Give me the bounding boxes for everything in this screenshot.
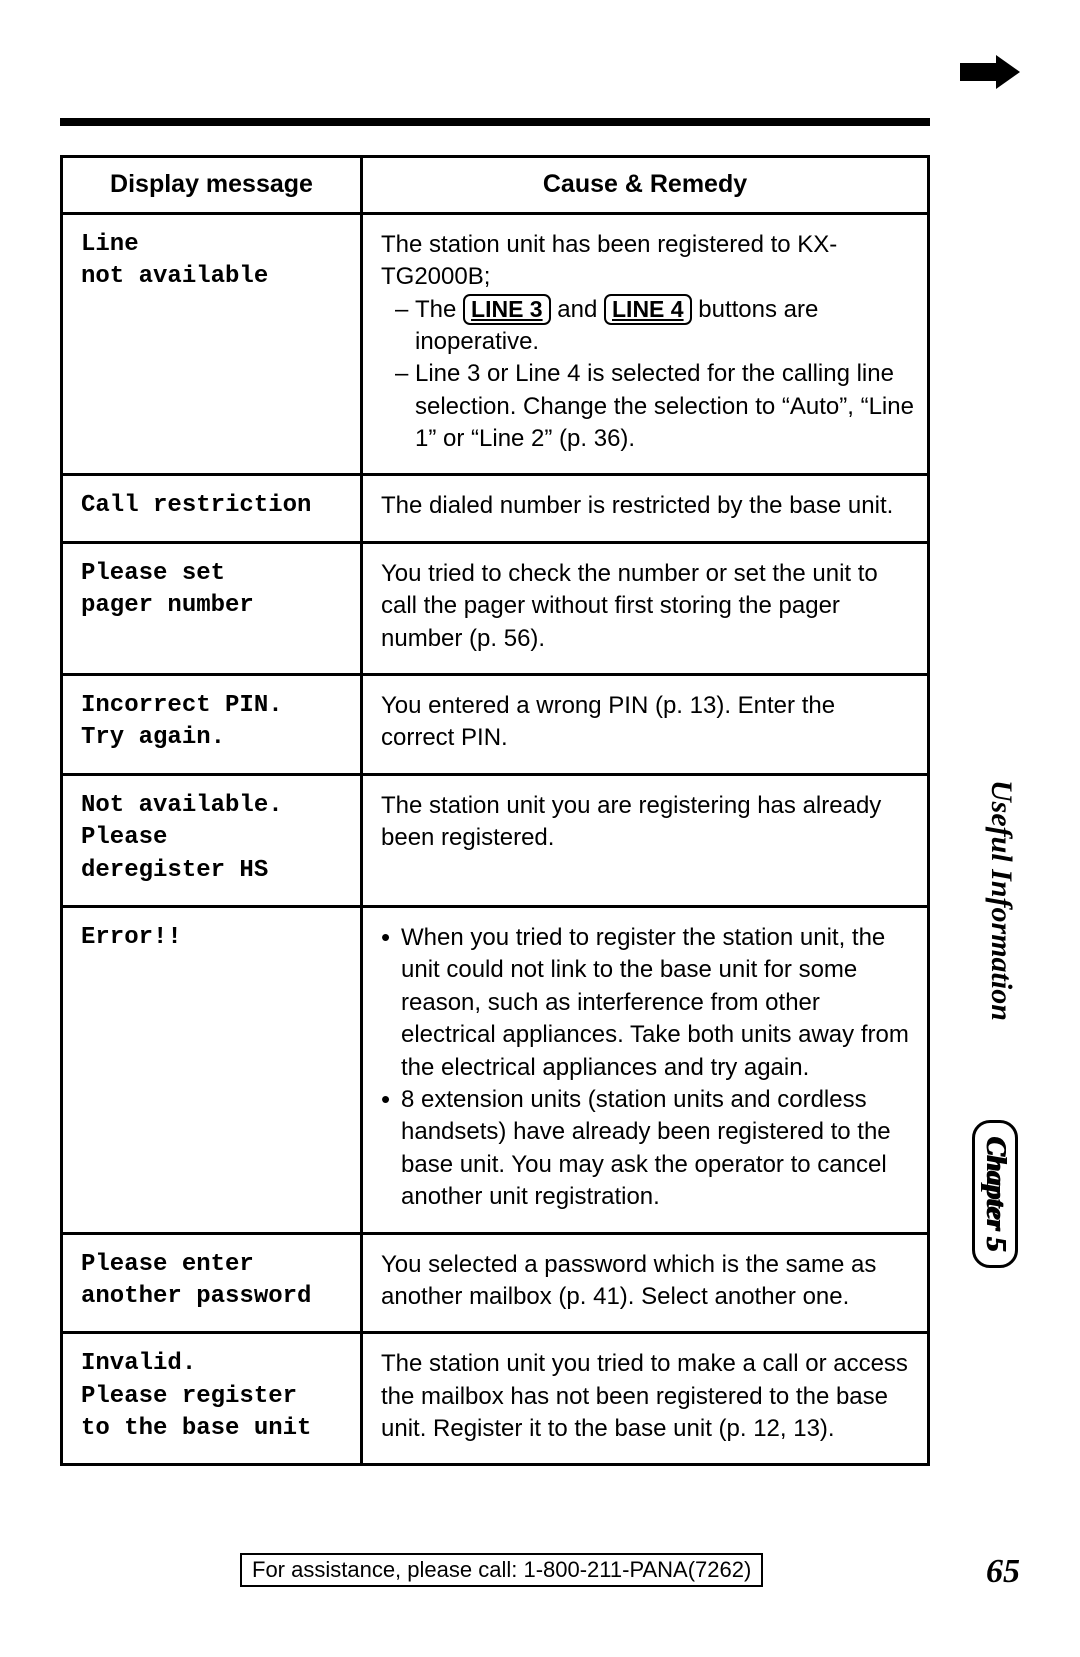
remedy-text: The station unit you are registering has… bbox=[381, 792, 881, 851]
table-row: Not available. Please deregister HS The … bbox=[62, 774, 929, 906]
display-message: Incorrect PIN. Try again. bbox=[62, 675, 362, 775]
remedy-dash-item: – Line 3 or Line 4 is selected for the c… bbox=[395, 358, 915, 455]
table-row: Error!! • When you tried to register the… bbox=[62, 907, 929, 1234]
remedy-bullet-item: • 8 extension units (station units and c… bbox=[381, 1084, 915, 1214]
troubleshooting-table: Display message Cause & Remedy Line not … bbox=[60, 155, 930, 1466]
remedy-text: The station unit has been registered to … bbox=[381, 229, 915, 294]
table-row: Incorrect PIN. Try again. You entered a … bbox=[62, 675, 929, 775]
remedy-text: You selected a password which is the sam… bbox=[381, 1251, 876, 1310]
table-row: Please set pager number You tried to che… bbox=[62, 542, 929, 674]
remedy-text: The station unit you tried to make a cal… bbox=[381, 1350, 908, 1442]
assistance-phone-box: For assistance, please call: 1-800-211-P… bbox=[240, 1553, 763, 1587]
remedy-dash-item: – The LINE 3 and LINE 4 buttons are inop… bbox=[395, 294, 915, 359]
remedy-text: The bbox=[415, 296, 463, 323]
remedy-text: Line 3 or Line 4 is selected for the cal… bbox=[415, 358, 915, 455]
bullet-icon: • bbox=[381, 1084, 401, 1214]
remedy-dash-list: – The LINE 3 and LINE 4 buttons are inop… bbox=[381, 294, 915, 456]
col-header-display: Display message bbox=[62, 157, 362, 214]
remedy-text: When you tried to register the station u… bbox=[401, 922, 915, 1084]
line3-button-label: LINE 3 bbox=[463, 294, 551, 326]
table-row: Call restriction The dialed number is re… bbox=[62, 475, 929, 542]
bullet-icon: • bbox=[381, 922, 401, 1084]
remedy-cell: The station unit you are registering has… bbox=[362, 774, 929, 906]
remedy-cell: The dialed number is restricted by the b… bbox=[362, 475, 929, 542]
dash-icon: – bbox=[395, 294, 415, 359]
remedy-text: You tried to check the number or set the… bbox=[381, 560, 878, 652]
display-message: Call restriction bbox=[62, 475, 362, 542]
chapter-tab: Chapter 5 bbox=[972, 1120, 1018, 1268]
display-message: Please set pager number bbox=[62, 542, 362, 674]
table-row: Invalid. Please register to the base uni… bbox=[62, 1333, 929, 1465]
manual-page: Display message Cause & Remedy Line not … bbox=[0, 0, 1080, 1657]
remedy-text: and bbox=[551, 296, 604, 323]
remedy-cell: • When you tried to register the station… bbox=[362, 907, 929, 1234]
continue-arrow-icon bbox=[960, 55, 1020, 89]
display-message: Line not available bbox=[62, 213, 362, 475]
remedy-cell: You entered a wrong PIN (p. 13). Enter t… bbox=[362, 675, 929, 775]
page-number: 65 bbox=[986, 1553, 1020, 1591]
remedy-cell: The station unit has been registered to … bbox=[362, 213, 929, 475]
section-tab-useful-information: Useful Information bbox=[984, 780, 1018, 1021]
remedy-text: The dialed number is restricted by the b… bbox=[381, 492, 893, 519]
display-message: Not available. Please deregister HS bbox=[62, 774, 362, 906]
remedy-cell: The station unit you tried to make a cal… bbox=[362, 1333, 929, 1465]
table-row: Line not available The station unit has … bbox=[62, 213, 929, 475]
remedy-line: The LINE 3 and LINE 4 buttons are inoper… bbox=[415, 294, 915, 359]
remedy-bullet-item: • When you tried to register the station… bbox=[381, 922, 915, 1084]
top-rule bbox=[60, 118, 930, 126]
remedy-cell: You tried to check the number or set the… bbox=[362, 542, 929, 674]
display-message: Error!! bbox=[62, 907, 362, 1234]
troubleshooting-table-wrap: Display message Cause & Remedy Line not … bbox=[60, 155, 930, 1466]
col-header-remedy: Cause & Remedy bbox=[362, 157, 929, 214]
remedy-cell: You selected a password which is the sam… bbox=[362, 1233, 929, 1333]
line4-button-label: LINE 4 bbox=[604, 294, 692, 326]
remedy-text: 8 extension units (station units and cor… bbox=[401, 1084, 915, 1214]
table-row: Please enter another password You select… bbox=[62, 1233, 929, 1333]
dash-icon: – bbox=[395, 358, 415, 455]
display-message: Please enter another password bbox=[62, 1233, 362, 1333]
page-footer: For assistance, please call: 1-800-211-P… bbox=[60, 1547, 1020, 1587]
remedy-text: You entered a wrong PIN (p. 13). Enter t… bbox=[381, 692, 835, 751]
display-message: Invalid. Please register to the base uni… bbox=[62, 1333, 362, 1465]
